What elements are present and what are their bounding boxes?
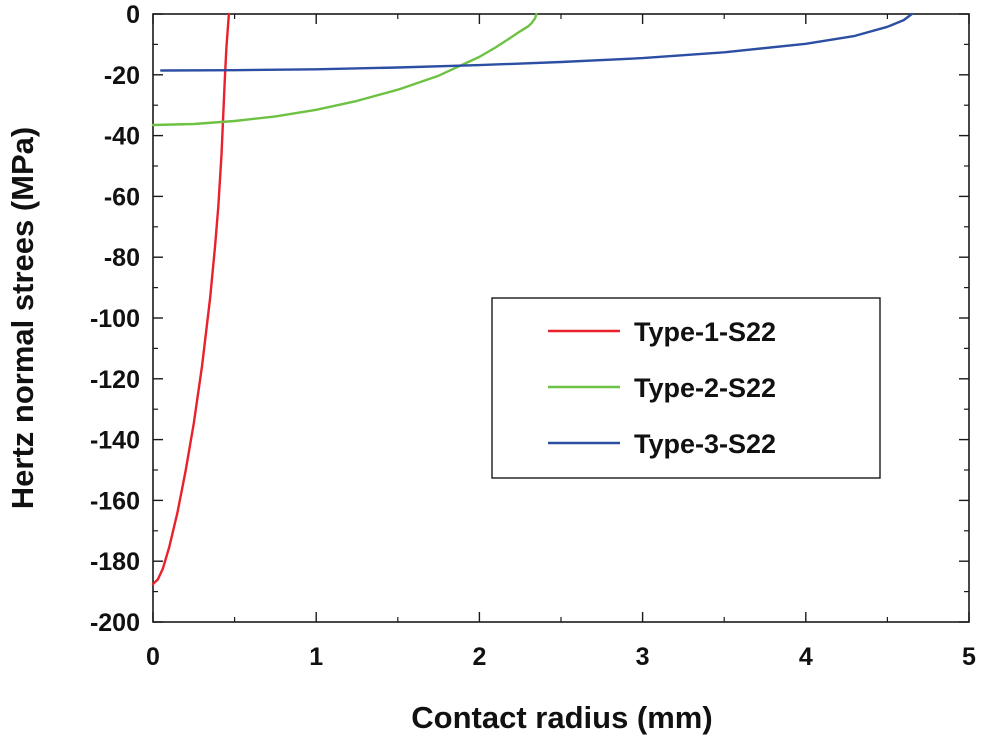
y-tick-label: -40: [104, 123, 140, 151]
x-tick-label: 0: [146, 643, 160, 671]
legend-entries: Type-1-S22 Type-2-S22 Type-3-S22: [548, 317, 776, 459]
y-axis: 0 -20 -40 -60 -80 -100 -120 -140 -160 -180 -200: [90, 1, 969, 637]
y-tick-label: -20: [104, 62, 140, 90]
y-tick-label: -200: [90, 609, 140, 637]
x-tick-label: 5: [962, 643, 976, 671]
y-tick-label: -60: [104, 183, 140, 211]
y-tick-label: -120: [90, 366, 140, 394]
x-tick-label: 4: [799, 643, 813, 671]
x-tick-label: 2: [472, 643, 486, 671]
y-axis-title: Hertz normal strees (MPa): [5, 127, 40, 509]
series-line-1: [151, 12, 231, 586]
y-tick-label: 0: [126, 1, 140, 29]
y-tick-label: -100: [90, 305, 140, 333]
legend-label-2: Type-2-S22: [634, 373, 776, 403]
x-tick-label: 1: [309, 643, 323, 671]
legend: Type-1-S22 Type-2-S22 Type-3-S22: [491, 297, 881, 479]
legend-label-1: Type-1-S22: [634, 317, 776, 347]
x-axis: 0 1 2 3 4 5: [146, 14, 976, 671]
y-tick-label: -140: [90, 427, 140, 455]
series-line-3: [159, 12, 914, 72]
y-tick-label: -80: [104, 244, 140, 272]
x-axis-title: Contact radius (mm): [411, 700, 712, 735]
x-tick-label: 3: [636, 643, 650, 671]
y-tick-label: -180: [90, 548, 140, 576]
y-tick-label: -160: [90, 487, 140, 515]
legend-label-3: Type-3-S22: [634, 429, 776, 459]
series-layer: [151, 12, 914, 586]
